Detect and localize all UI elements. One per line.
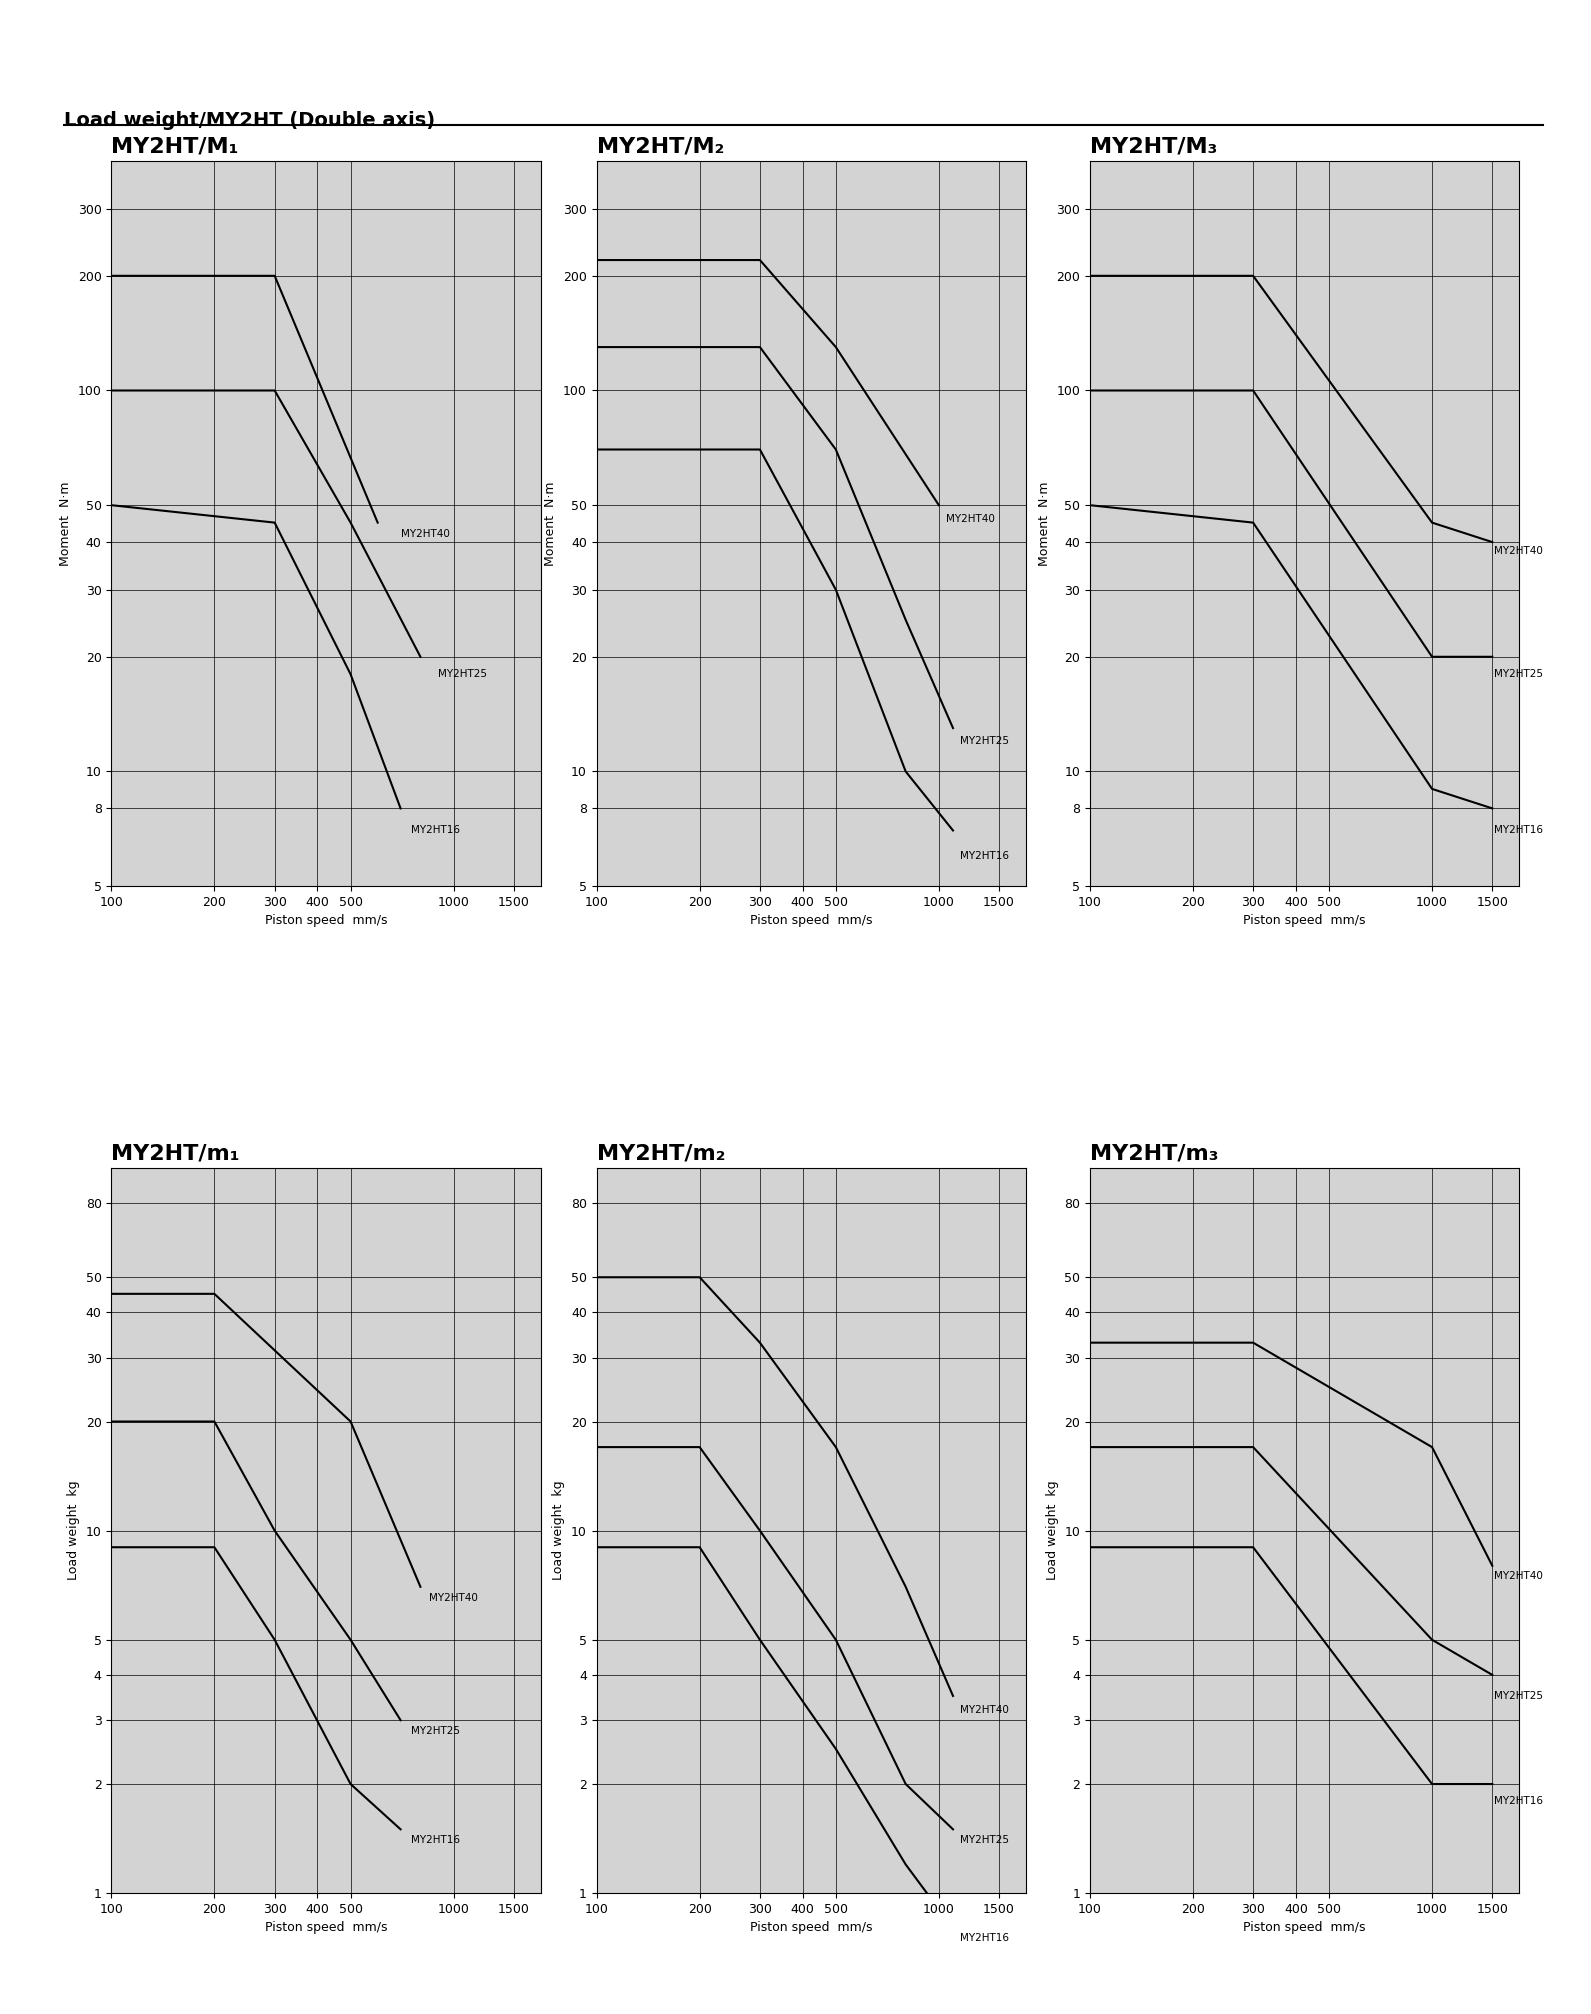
- Text: MY2HT40: MY2HT40: [947, 514, 994, 524]
- Y-axis label: Moment  N·m: Moment N·m: [59, 481, 72, 566]
- X-axis label: Piston speed  mm/s: Piston speed mm/s: [1244, 914, 1365, 926]
- Text: MY2HT25: MY2HT25: [1494, 1692, 1543, 1702]
- X-axis label: Piston speed  mm/s: Piston speed mm/s: [751, 914, 872, 926]
- Text: MY2HT25: MY2HT25: [959, 1835, 1009, 1845]
- Text: MY2HT16: MY2HT16: [959, 852, 1009, 862]
- Text: MY2HT40: MY2HT40: [959, 1706, 1009, 1716]
- X-axis label: Piston speed  mm/s: Piston speed mm/s: [266, 914, 387, 926]
- Text: MY2HT/m₃: MY2HT/m₃: [1090, 1144, 1219, 1164]
- Text: MY2HT25: MY2HT25: [410, 1726, 460, 1736]
- Text: MY2HT40: MY2HT40: [1494, 546, 1543, 556]
- Text: MY2HT/M₃: MY2HT/M₃: [1090, 137, 1217, 157]
- X-axis label: Piston speed  mm/s: Piston speed mm/s: [751, 1921, 872, 1933]
- Text: Load weight/MY2HT (Double axis): Load weight/MY2HT (Double axis): [64, 111, 434, 129]
- Y-axis label: Load weight  kg: Load weight kg: [552, 1480, 565, 1581]
- Text: MY2HT25: MY2HT25: [1494, 669, 1543, 679]
- Text: MY2HT16: MY2HT16: [959, 1933, 1009, 1944]
- Text: MY2HT16: MY2HT16: [1494, 826, 1543, 836]
- Text: MY2HT40: MY2HT40: [401, 530, 449, 540]
- Text: MY2HT16: MY2HT16: [410, 826, 460, 836]
- Text: MY2HT25: MY2HT25: [438, 669, 487, 679]
- Text: MY2HT40: MY2HT40: [1494, 1571, 1543, 1581]
- Text: MY2HT/M₂: MY2HT/M₂: [597, 137, 724, 157]
- Text: MY2HT16: MY2HT16: [1494, 1796, 1543, 1807]
- Text: MY2HT/m₂: MY2HT/m₂: [597, 1144, 725, 1164]
- Y-axis label: Moment  N·m: Moment N·m: [1037, 481, 1050, 566]
- Text: MY2HT25: MY2HT25: [959, 737, 1009, 747]
- Text: MY2HT/m₁: MY2HT/m₁: [111, 1144, 240, 1164]
- Y-axis label: Load weight  kg: Load weight kg: [1045, 1480, 1058, 1581]
- Text: MY2HT/M₁: MY2HT/M₁: [111, 137, 239, 157]
- X-axis label: Piston speed  mm/s: Piston speed mm/s: [1244, 1921, 1365, 1933]
- Text: MY2HT16: MY2HT16: [410, 1835, 460, 1845]
- X-axis label: Piston speed  mm/s: Piston speed mm/s: [266, 1921, 387, 1933]
- Y-axis label: Moment  N·m: Moment N·m: [544, 481, 557, 566]
- Text: MY2HT40: MY2HT40: [430, 1593, 479, 1603]
- Y-axis label: Load weight  kg: Load weight kg: [67, 1480, 80, 1581]
